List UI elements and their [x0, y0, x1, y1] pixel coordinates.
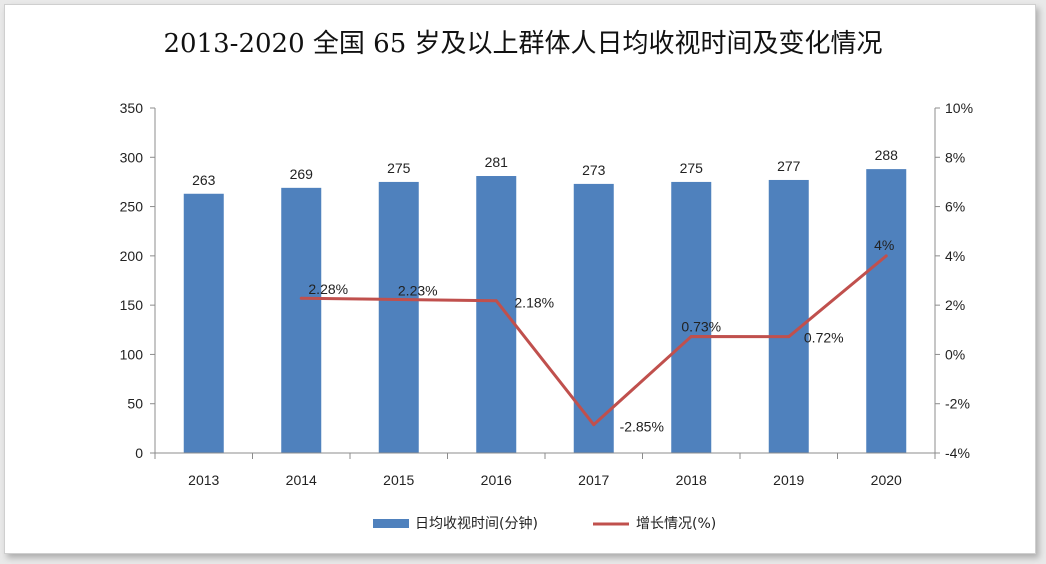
bar-2016	[476, 176, 517, 453]
line-point	[787, 335, 791, 339]
x-tick-label: 2019	[773, 472, 804, 488]
bar-2014	[281, 187, 322, 454]
line-series: 2.28% 2.23% 2.18% -2.85% 0.73% 0.72% 4%	[299, 237, 894, 435]
y-tick-label: 50	[127, 396, 143, 412]
y-tick-label: 100	[120, 346, 144, 362]
y2-tick-label: 0%	[945, 346, 965, 362]
x-tick-label: 2013	[188, 472, 219, 488]
bar-2013	[183, 193, 224, 453]
x-tick-label: 2018	[676, 472, 707, 488]
bar-data-label: 273	[582, 162, 606, 178]
line-data-label: -2.85%	[620, 419, 664, 435]
y2-tick-label: 8%	[945, 149, 965, 165]
y-tick-label: 150	[120, 297, 144, 313]
chart-title: 2013-2020 全国 65 岁及以上群体人日均收视时间及变化情况	[164, 29, 883, 59]
y2-tick-label: 2%	[945, 297, 965, 313]
line-data-label: 2.23%	[398, 282, 438, 298]
bar-series: 263 269 275 281 273 275 277 288	[183, 147, 907, 454]
y2-tick-label: 6%	[945, 199, 965, 215]
line-data-label: 2.18%	[514, 295, 554, 311]
bar-data-label: 281	[485, 154, 509, 170]
x-tick-label: 2014	[286, 472, 317, 488]
line-data-label: 4%	[874, 237, 894, 253]
y-tick-label: 200	[120, 248, 144, 264]
bar-2020	[866, 169, 907, 453]
x-tick-label: 2016	[481, 472, 512, 488]
bar-data-label: 269	[290, 166, 314, 182]
legend: 日均收视时间(分钟) 增长情况(%)	[373, 515, 716, 532]
y2-tick-label: -4%	[945, 445, 970, 461]
legend-bar-label: 日均收视时间(分钟)	[415, 515, 538, 532]
line-point	[689, 334, 693, 338]
legend-bar-swatch	[373, 519, 409, 528]
y2-tick-label: -2%	[945, 396, 970, 412]
y-tick-label: 0	[135, 445, 143, 461]
y-tick-label: 350	[120, 100, 144, 116]
bar-data-label: 275	[387, 160, 411, 176]
bar-2015	[378, 181, 419, 453]
legend-line-label: 增长情况(%)	[636, 516, 716, 532]
bar-2019	[768, 179, 809, 453]
x-tick-label: 2020	[871, 472, 902, 488]
y-tick-label: 300	[120, 149, 144, 165]
line-point	[884, 254, 888, 258]
line-point	[299, 296, 303, 300]
bar-data-label: 277	[777, 158, 801, 174]
axes: 0 50 100 150 200 250 300 350 -4% -2% 0% 2% 4% 6% 8% 10%…	[120, 100, 973, 488]
y2-tick-label: 4%	[945, 248, 965, 264]
line-point	[592, 423, 596, 427]
x-tick-label: 2015	[383, 472, 414, 488]
bar-data-label: 288	[875, 147, 899, 163]
x-tick-label: 2017	[578, 472, 609, 488]
line-data-label: 0.73%	[681, 318, 721, 334]
y2-tick-label: 10%	[945, 100, 973, 116]
bar-data-label: 275	[680, 160, 704, 176]
chart-frame	[4, 4, 1036, 554]
bar-2018	[671, 181, 712, 453]
line-data-label: 2.28%	[308, 281, 348, 297]
bar-data-label: 263	[192, 172, 216, 188]
line-point	[397, 297, 401, 301]
y-tick-label: 250	[120, 199, 144, 215]
line-data-label: 0.72%	[804, 330, 844, 346]
line-point	[494, 299, 498, 303]
